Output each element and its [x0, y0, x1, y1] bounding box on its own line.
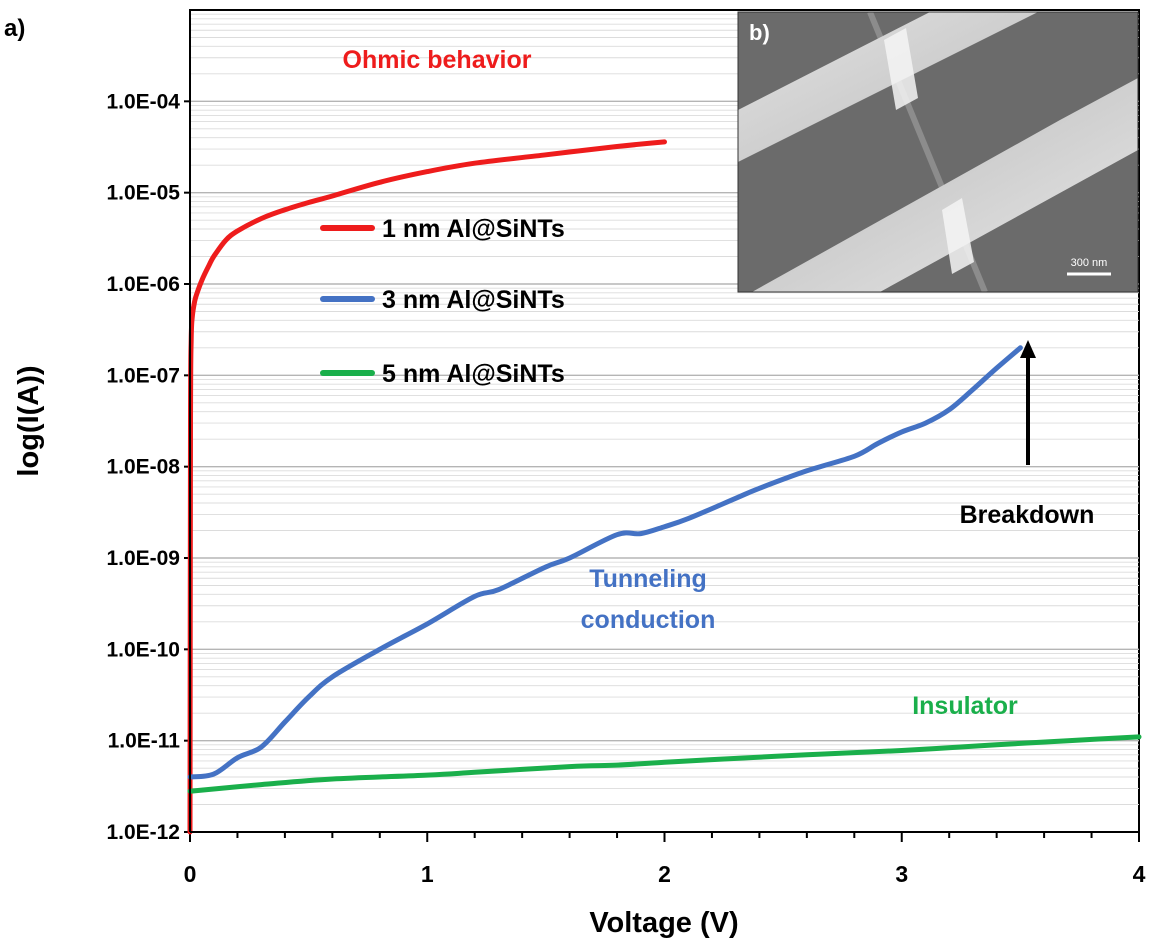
y-tick-label: 1.0E-10: [106, 638, 180, 661]
panel-label-b: b): [749, 20, 770, 45]
annotation-insulator: Insulator: [912, 692, 1018, 720]
panel-label-a: a): [4, 15, 25, 42]
x-tick-label: 1: [421, 861, 434, 887]
x-tick-label: 2: [658, 861, 671, 887]
legend: 1 nm Al@SiNTs 3 nm Al@SiNTs 5 nm Al@SiNT…: [320, 215, 565, 388]
annotation-conduction: conduction: [581, 606, 716, 634]
inset-electrode-lower: [752, 78, 1138, 292]
inset-sem-image: 300 nm b): [738, 12, 1138, 292]
y-tick-label: 1.0E-12: [106, 821, 180, 844]
x-tick-label: 3: [895, 861, 908, 887]
series-line-3nm: [187, 345, 1023, 780]
legend-label-3nm: 3 nm Al@SiNTs: [382, 286, 565, 314]
x-axis-title: Voltage (V): [589, 907, 738, 939]
y-axis-title: log(I(A)): [13, 365, 45, 476]
inset-frame: [737, 11, 1139, 293]
series-line-5nm: [187, 734, 1142, 794]
inset-scale-label: 300 nm: [1071, 257, 1108, 269]
y-tick-label: 1.0E-04: [106, 90, 180, 113]
legend-label-5nm: 5 nm Al@SiNTs: [382, 360, 565, 388]
x-tick-label: 4: [1133, 861, 1146, 887]
annotation-ohmic: Ohmic behavior: [343, 46, 532, 74]
breakdown-arrow: [1020, 340, 1036, 465]
y-tick-label: 1.0E-05: [106, 182, 180, 205]
y-axis-ticks: 1.0E-12 1.0E-11 1.0E-10 1.0E-09 1.0E-08 1.0E-…: [106, 90, 190, 844]
annotation-tunneling: Tunneling: [589, 565, 707, 593]
series-lines: [187, 139, 1142, 835]
y-tick-label: 1.0E-06: [106, 273, 180, 296]
x-tick-label: 0: [184, 861, 197, 887]
legend-label-1nm: 1 nm Al@SiNTs: [382, 215, 565, 243]
y-tick-label: 1.0E-11: [108, 730, 181, 753]
y-tick-label: 1.0E-08: [106, 456, 180, 479]
inset-electrode-upper: [738, 12, 1038, 162]
y-tick-label: 1.0E-09: [106, 547, 180, 570]
y-tick-label: 1.0E-07: [106, 364, 180, 387]
annotation-breakdown: Breakdown: [960, 501, 1095, 529]
x-axis-ticks: 0 1 2 3 4: [184, 832, 1146, 887]
series-line-1nm: [187, 139, 667, 835]
